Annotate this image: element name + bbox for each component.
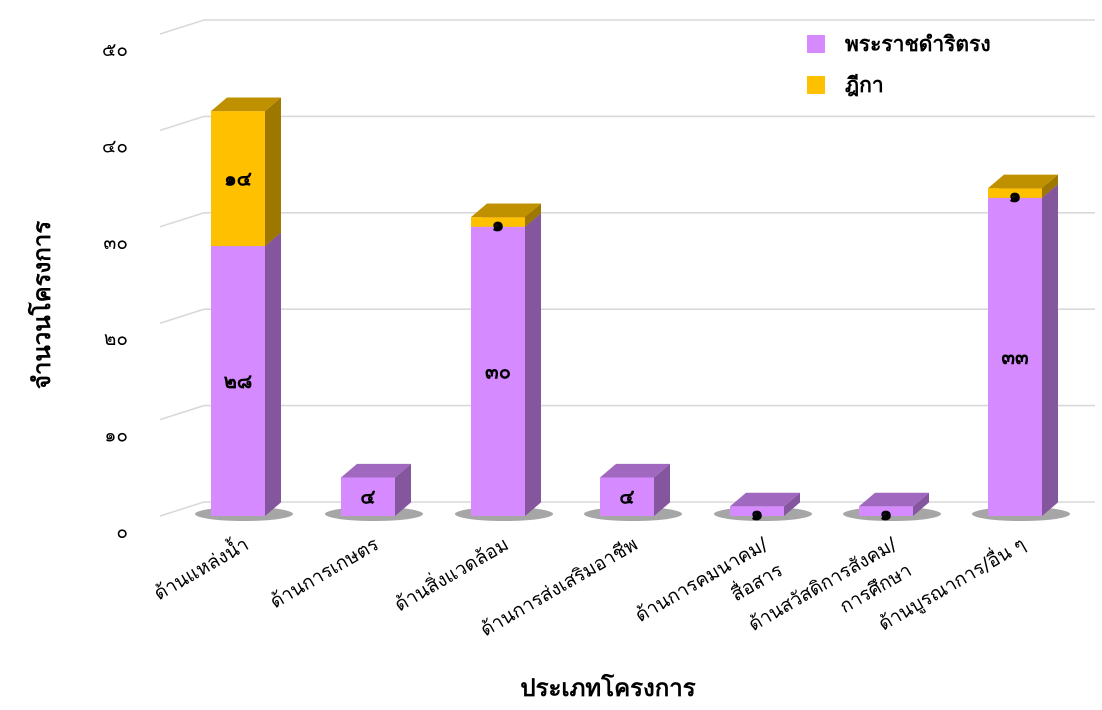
bar-front [341, 477, 395, 516]
y-tick-label: ๓๐ [103, 232, 128, 254]
bar-side [395, 463, 411, 516]
bar-segment [859, 492, 929, 516]
bar-segment [471, 203, 541, 227]
bars [211, 97, 1058, 517]
data-label: ๑ [751, 501, 764, 525]
x-axis-ticks: ด้านแหล่งน้ำ ด้านการเกษตร ด้านสิ่งแวดล้อม ด… [149, 531, 1030, 653]
bar-side [525, 203, 541, 227]
bar-top [341, 463, 411, 478]
data-label: ๔ [619, 485, 634, 509]
bar-side [265, 232, 281, 517]
bar-top [988, 174, 1058, 189]
bar-top [211, 97, 281, 112]
legend-label: พระราชดำริตรง [845, 32, 991, 56]
bar-side [1042, 174, 1058, 198]
bar-segment [988, 174, 1058, 198]
bar-top [471, 203, 541, 218]
data-label: ๑ [880, 501, 893, 525]
bar-side [913, 492, 929, 516]
x-tick-label: ด้านการคมนาคม/สื่อสาร [632, 533, 787, 653]
bar-top [600, 463, 670, 478]
bar-top [859, 492, 929, 507]
y-tick-label: ๑๐ [104, 425, 128, 447]
bar-front [730, 506, 784, 516]
gridline-50 [159, 19, 1095, 35]
data-label: ๒๘ [224, 369, 253, 393]
bar-front [211, 111, 265, 247]
bar-segment [341, 463, 411, 516]
bar-front [988, 188, 1042, 198]
data-label: ๑ [492, 212, 505, 236]
bar-segment [600, 463, 670, 516]
bar-front [471, 217, 525, 227]
bar-side [1042, 184, 1058, 516]
x-axis-title: ประเภทโครงการ [520, 673, 695, 702]
y-tick-label: ๔๐ [102, 135, 128, 157]
gridline-10 [159, 404, 1095, 421]
bar-front [211, 246, 265, 516]
legend-label: ฎีกา [845, 73, 884, 97]
bar-segment [211, 97, 281, 247]
bar-segment [730, 492, 800, 516]
bar-side [265, 97, 281, 247]
y-tick-label: ๐ [116, 521, 128, 543]
bar-top [730, 492, 800, 507]
x-tick-label: ด้านสิ่งแวดล้อม [389, 531, 512, 617]
y-axis-ticks: ๐ ๑๐ ๒๐ ๓๐ ๔๐ ๕๐ [102, 39, 128, 543]
bar-front [859, 506, 913, 516]
data-label: ๓๓ [1001, 345, 1029, 369]
y-axis-title: จำนวนโครงการ [27, 221, 56, 389]
bar-side [525, 213, 541, 516]
legend-swatch [807, 76, 825, 94]
bar-front [988, 197, 1042, 516]
gridline-20 [159, 308, 1095, 324]
bar-segment [211, 232, 281, 517]
bar-side [784, 492, 800, 516]
x-tick-label: ด้านแหล่งน้ำ [149, 531, 253, 605]
gridlines [159, 19, 1095, 517]
bar-front [600, 477, 654, 516]
legend-swatch [807, 35, 825, 53]
y-tick-label: ๕๐ [102, 39, 128, 61]
gridline-30 [159, 212, 1095, 228]
bar-side [654, 463, 670, 516]
gridline-40 [159, 115, 1095, 132]
x-tick-label: ด้านการเกษตร [266, 533, 382, 613]
data-label: ๑๔ [224, 167, 252, 191]
y-tick-label: ๒๐ [104, 328, 128, 350]
data-label: ๑ [1009, 183, 1022, 207]
data-label: ๔ [360, 485, 375, 509]
bar-front [471, 226, 525, 517]
data-label: ๓๐ [485, 359, 511, 383]
